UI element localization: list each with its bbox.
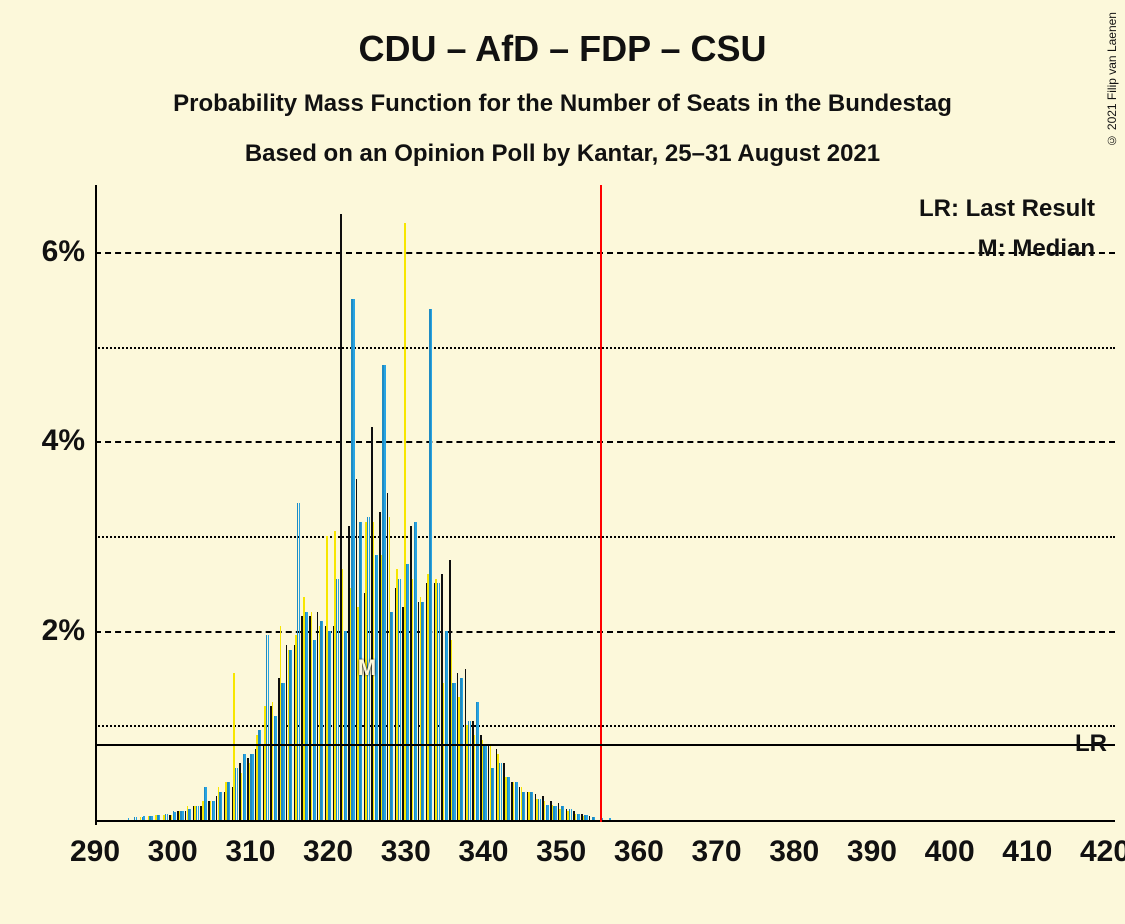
bar-blue2 (299, 503, 300, 820)
bar-blue2 (547, 805, 548, 820)
bar-blue2 (128, 818, 129, 820)
copyright-text: © 2021 Filip van Laenen (1105, 12, 1119, 147)
bar-blue2 (353, 299, 354, 820)
bar-blue2 (400, 579, 401, 820)
median-marker: M (358, 655, 376, 681)
chart-title: CDU – AfD – FDP – CSU (0, 28, 1125, 70)
x-tick-label: 320 (303, 835, 353, 869)
legend-m: M: Median (978, 235, 1095, 263)
bar-blue2 (182, 811, 183, 820)
legend-lr: LR: Last Result (919, 195, 1095, 223)
bar-blue2 (493, 768, 494, 820)
bar-blue2 (462, 678, 463, 820)
bar-blue2 (143, 816, 144, 820)
y-tick-label: 4% (5, 424, 85, 458)
x-tick-label: 330 (381, 835, 431, 869)
bar-blue2 (345, 631, 346, 820)
bar-blue2 (213, 801, 214, 820)
bar-blue2 (439, 583, 440, 820)
bar-black (589, 816, 590, 820)
y-tick-label: 2% (5, 614, 85, 648)
bar-blue2 (136, 817, 137, 820)
x-tick-label: 400 (925, 835, 975, 869)
bar-blue2 (485, 744, 486, 820)
bar-blue2 (563, 806, 564, 820)
bar-blue2 (190, 809, 191, 820)
x-tick-label: 410 (1002, 835, 1052, 869)
bar-blue2 (268, 635, 269, 820)
bar-blue2 (508, 777, 509, 820)
lr-axis-label: LR (1075, 730, 1107, 758)
bar-blue2 (407, 564, 408, 820)
bar-blue2 (376, 555, 377, 820)
bar-blue2 (151, 816, 152, 820)
chart-subtitle-2: Based on an Opinion Poll by Kantar, 25–3… (0, 140, 1125, 168)
bar-blue2 (540, 799, 541, 820)
bar-blue2 (205, 787, 206, 820)
x-tick-label: 310 (225, 835, 275, 869)
bar-blue2 (532, 792, 533, 820)
bar-blue2 (198, 806, 199, 820)
bar-blue2 (609, 818, 610, 820)
bar-blue2 (594, 817, 595, 820)
bar-blue2 (314, 640, 315, 820)
y-tick-label: 6% (5, 235, 85, 269)
bar-blue2 (454, 683, 455, 820)
bar-blue2 (283, 683, 284, 820)
bar-blue2 (477, 702, 478, 820)
bar-blue2 (275, 716, 276, 820)
bar-blue2 (291, 650, 292, 820)
bar-blue2 (524, 792, 525, 820)
bar-blue2 (330, 631, 331, 820)
bar-blue2 (167, 814, 168, 820)
bar-blue2 (252, 754, 253, 820)
bar-blue2 (501, 763, 502, 820)
bar-blue2 (174, 812, 175, 820)
x-tick-label: 420 (1080, 835, 1125, 869)
bar-blue2 (392, 612, 393, 820)
bar-blue2 (470, 721, 471, 820)
last-result-line (95, 744, 1115, 746)
x-tick-label: 380 (769, 835, 819, 869)
x-tick-label: 370 (692, 835, 742, 869)
bar-blue2 (415, 522, 416, 820)
bar-blue2 (306, 612, 307, 820)
bar-blue2 (229, 782, 230, 820)
bar-blue2 (237, 768, 238, 820)
bar-blue2 (446, 631, 447, 820)
bar-blue2 (555, 806, 556, 820)
majority-line (600, 185, 602, 822)
x-tick-label: 340 (458, 835, 508, 869)
x-tick-label: 300 (148, 835, 198, 869)
x-tick-label: 290 (70, 835, 120, 869)
bar-blue2 (578, 814, 579, 820)
x-tick-label: 350 (536, 835, 586, 869)
bar-blue2 (571, 809, 572, 820)
bar-blue2 (221, 792, 222, 820)
chart-subtitle-1: Probability Mass Function for the Number… (0, 90, 1125, 118)
bar-blue2 (586, 815, 587, 820)
bar-blue2 (322, 621, 323, 820)
x-tick-label: 390 (847, 835, 897, 869)
bar-blue2 (338, 579, 339, 820)
x-tick-label: 360 (614, 835, 664, 869)
bar-blue2 (423, 602, 424, 820)
bar-blue2 (244, 754, 245, 820)
x-axis (95, 820, 1115, 822)
bar-blue2 (516, 782, 517, 820)
bar-blue2 (159, 815, 160, 820)
bar-blue2 (384, 365, 385, 820)
